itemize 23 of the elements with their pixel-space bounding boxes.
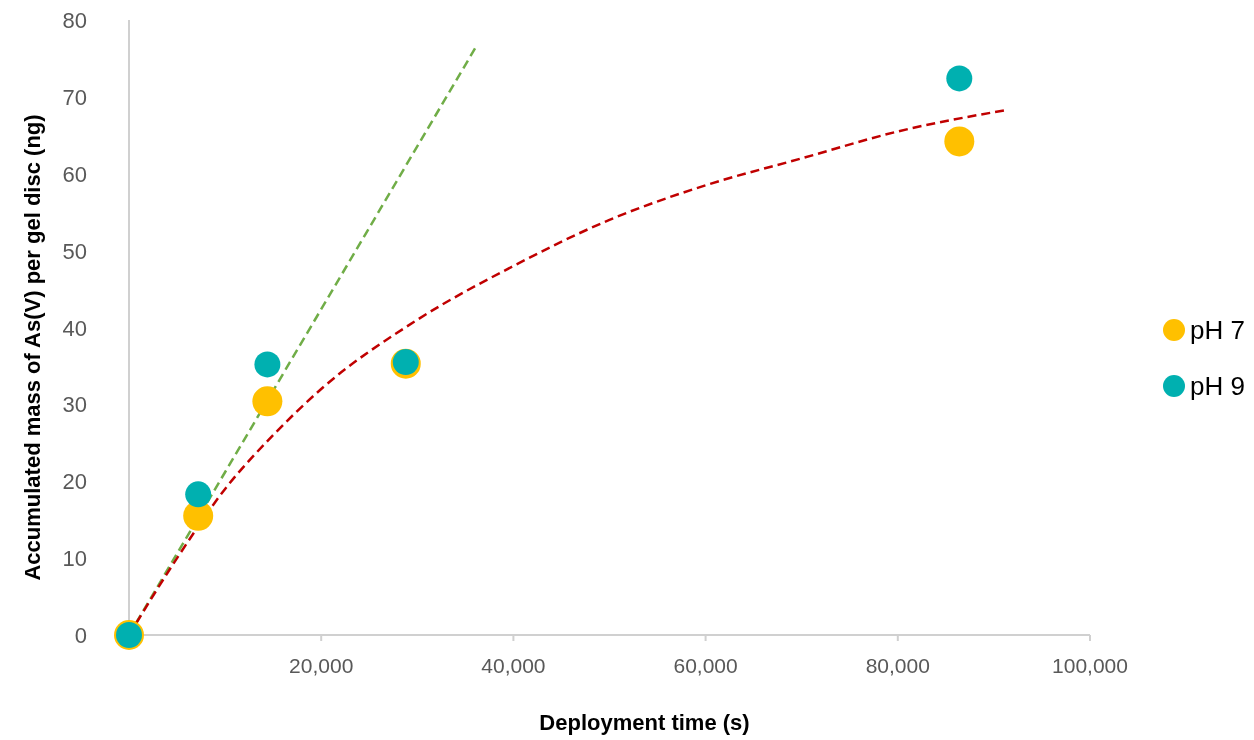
x-tick-label: 20,000 [289, 654, 354, 677]
x-tick-label: 80,000 [865, 654, 930, 677]
x-axis-title: Deployment time (s) [539, 710, 750, 735]
y-tick-label: 10 [62, 546, 87, 572]
x-tick-label: 60,000 [673, 654, 738, 677]
point [185, 481, 212, 508]
y-tick-label: 80 [62, 8, 87, 33]
y-tick-label: 40 [62, 315, 87, 341]
legend-label: pH 9 [1190, 371, 1245, 401]
y-tick-label: 0 [74, 623, 87, 648]
x-tick-label: 100,000 [1052, 654, 1128, 677]
y-tick-label: 70 [62, 84, 87, 110]
point [254, 351, 281, 378]
x-tick-label: 40,000 [481, 654, 546, 677]
point [252, 386, 283, 417]
y-axis-title: Accumulated mass of As(V) per gel disc (ng) [20, 114, 45, 581]
y-tick-label: 20 [62, 469, 87, 495]
y-tick-label: 60 [62, 161, 87, 187]
legend-label: pH 7 [1190, 315, 1245, 345]
point [946, 65, 973, 92]
y-tick-label: 30 [62, 392, 87, 418]
point [944, 126, 975, 157]
y-tick-label: 50 [62, 238, 87, 264]
